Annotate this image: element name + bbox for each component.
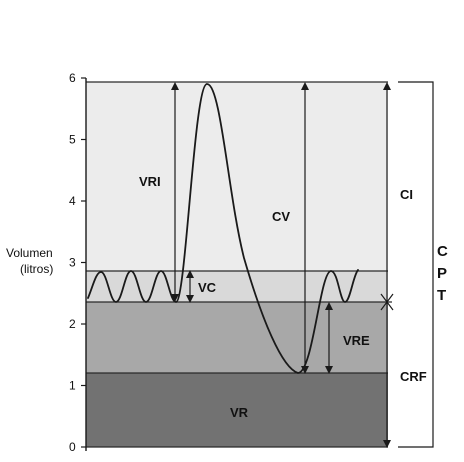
spirogram-trace	[87, 83, 359, 374]
measurement-arrows	[171, 82, 391, 448]
y-tick-label: 4	[69, 194, 76, 208]
frc-cross-mark	[380, 293, 394, 311]
zone-inspiratory-reserve	[86, 82, 388, 271]
label-crf: CRF	[400, 369, 427, 384]
axis-title-line1: Volumen	[6, 246, 53, 260]
y-tick-label: 3	[69, 256, 76, 270]
label-vri: VRI	[139, 174, 161, 189]
label-ci: CI	[400, 187, 413, 202]
y-axis-ticks: 0 1 2 3 4 5 6	[69, 71, 86, 454]
label-cpt-p: P	[437, 265, 447, 282]
level-lines	[86, 81, 392, 448]
label-cv: CV	[272, 209, 290, 224]
y-tick-label: 5	[69, 133, 76, 147]
label-cpt-t: T	[437, 287, 446, 304]
y-tick-label: 1	[69, 379, 76, 393]
y-tick-label: 2	[69, 317, 76, 331]
zone-tidal-volume	[86, 271, 388, 302]
zone-expiratory-reserve	[86, 302, 388, 373]
label-vc: VC	[198, 280, 217, 295]
label-vre: VRE	[343, 333, 370, 348]
zone-residual-volume	[86, 373, 388, 447]
y-tick-label: 0	[69, 440, 76, 454]
y-tick-label: 6	[69, 71, 76, 85]
label-cpt-c: C	[437, 243, 448, 260]
cpt-bracket	[398, 81, 434, 448]
label-vr: VR	[230, 405, 249, 420]
axis-title-line2: (litros)	[20, 262, 53, 276]
